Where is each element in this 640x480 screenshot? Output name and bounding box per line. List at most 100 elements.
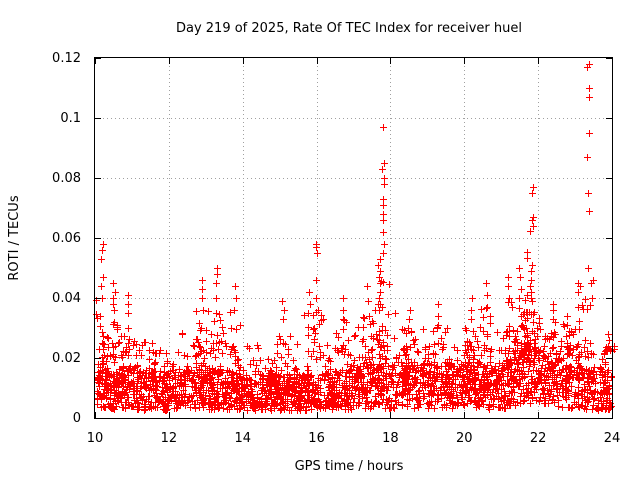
data-point	[199, 277, 206, 284]
data-point	[407, 307, 414, 314]
data-point	[164, 384, 171, 391]
data-point	[464, 384, 471, 391]
data-point	[553, 378, 560, 385]
data-point	[406, 391, 413, 398]
data-point	[585, 265, 592, 272]
data-point	[272, 386, 279, 393]
data-point	[365, 349, 372, 356]
data-point	[271, 405, 278, 412]
data-point	[465, 394, 472, 401]
data-point	[521, 354, 528, 361]
data-point	[312, 330, 319, 337]
data-point	[306, 392, 313, 399]
data-point	[444, 371, 451, 378]
data-point	[233, 382, 240, 389]
data-point	[554, 371, 561, 378]
data-point	[464, 371, 471, 378]
data-point	[602, 406, 609, 413]
data-point	[130, 378, 137, 385]
data-point	[278, 367, 285, 374]
data-point	[249, 388, 256, 395]
data-point	[585, 190, 592, 197]
data-point	[531, 348, 538, 355]
data-point	[214, 332, 221, 339]
y-tick-label: 0.02	[52, 351, 81, 366]
data-point	[509, 389, 516, 396]
data-point	[152, 374, 159, 381]
data-point	[355, 402, 362, 409]
data-point	[584, 306, 591, 313]
data-point	[524, 309, 531, 316]
data-point	[355, 373, 362, 380]
data-point	[369, 354, 376, 361]
data-point	[282, 341, 289, 348]
data-point	[525, 368, 532, 375]
data-point	[377, 268, 384, 275]
data-point	[200, 380, 207, 387]
data-point	[308, 406, 315, 413]
data-point	[264, 379, 271, 386]
data-point	[305, 367, 312, 374]
data-point	[384, 347, 391, 354]
data-point	[227, 309, 234, 316]
data-point	[243, 396, 250, 403]
data-point	[401, 369, 408, 376]
data-point	[284, 396, 291, 403]
data-point	[135, 406, 142, 413]
data-point	[210, 347, 217, 354]
data-point	[196, 320, 203, 327]
data-point	[584, 399, 591, 406]
data-point	[490, 403, 497, 410]
data-point	[398, 372, 405, 379]
data-point	[388, 372, 395, 379]
data-point	[161, 401, 168, 408]
data-point	[375, 390, 382, 397]
data-point	[510, 373, 517, 380]
data-point	[241, 402, 248, 409]
data-point	[549, 396, 556, 403]
data-point	[317, 354, 324, 361]
data-point	[361, 315, 368, 322]
data-point	[506, 323, 513, 330]
data-point	[578, 391, 585, 398]
data-point	[335, 349, 342, 356]
data-point	[203, 327, 210, 334]
data-point	[107, 382, 114, 389]
data-point	[333, 330, 340, 337]
data-point	[488, 346, 495, 353]
data-point	[125, 352, 132, 359]
data-point	[310, 379, 317, 386]
data-point	[403, 360, 410, 367]
data-point	[287, 375, 294, 382]
data-point	[267, 367, 274, 374]
data-point	[418, 364, 425, 371]
x-tick-label: 12	[161, 431, 178, 446]
data-point	[487, 353, 494, 360]
data-point	[105, 389, 112, 396]
data-point	[101, 352, 108, 359]
data-point	[379, 323, 386, 330]
data-point	[198, 325, 205, 332]
data-point	[405, 387, 412, 394]
data-point	[531, 330, 538, 337]
data-point	[414, 348, 421, 355]
data-point	[433, 385, 440, 392]
data-point	[530, 223, 537, 230]
data-point	[426, 371, 433, 378]
data-point	[378, 387, 385, 394]
data-point	[386, 281, 393, 288]
data-point	[96, 372, 103, 379]
data-point	[335, 401, 342, 408]
data-point	[123, 348, 130, 355]
data-point	[331, 391, 338, 398]
data-point	[392, 310, 399, 317]
data-point	[555, 397, 562, 404]
data-point	[313, 277, 320, 284]
data-point	[373, 331, 380, 338]
data-point	[273, 364, 280, 371]
data-point	[275, 380, 282, 387]
data-point	[544, 367, 551, 374]
data-point	[121, 333, 128, 340]
data-point	[528, 268, 535, 275]
